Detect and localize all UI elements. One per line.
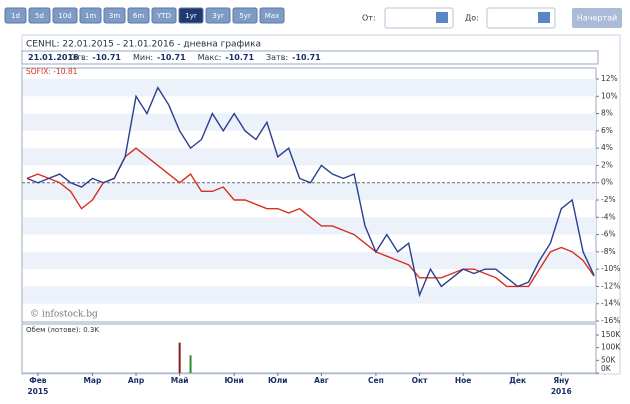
- period-button[interactable]: [127, 7, 150, 24]
- period-button-label[interactable]: 6m: [133, 12, 144, 20]
- x-tick-label: Май: [171, 376, 189, 385]
- x-tick-label: Яну 2016: [551, 376, 572, 396]
- draw-button[interactable]: [572, 8, 622, 28]
- period-button[interactable]: [232, 7, 258, 24]
- info-label: Отв:: [70, 53, 88, 62]
- period-button[interactable]: [151, 7, 177, 24]
- period-button[interactable]: [178, 7, 204, 24]
- info-value: -10.71: [292, 53, 321, 62]
- grid-band: [23, 182, 596, 200]
- draw-button-label[interactable]: Начертай: [577, 14, 617, 23]
- info-box: [21, 50, 599, 65]
- y-tick-label: -16%: [601, 316, 620, 325]
- period-button-label[interactable]: 1yr: [185, 12, 197, 20]
- y-tick-label: 150K: [601, 330, 621, 339]
- y-tick-label: 0%: [601, 178, 613, 187]
- volume-bar: [189, 355, 192, 373]
- volume-frame: [21, 323, 597, 374]
- grid-band: [23, 79, 596, 97]
- y-tick-label: 2%: [601, 160, 613, 169]
- y-tick-label: 6%: [601, 126, 613, 135]
- x-tick-label: Мар: [83, 376, 102, 385]
- x-tick-label: Сеп: [368, 376, 384, 385]
- x-tick-label: Дек: [509, 376, 526, 385]
- x-tick-label: Юли: [268, 376, 288, 385]
- y-tick-label: -2%: [601, 195, 616, 204]
- y-tick-label: 8%: [601, 109, 613, 118]
- x-tick-label: Фев 2015: [27, 376, 48, 396]
- y-tick-label: 50K: [601, 355, 617, 364]
- period-button[interactable]: [205, 7, 231, 24]
- volume-bar: [178, 342, 181, 373]
- period-button-label[interactable]: YTD: [156, 12, 171, 20]
- period-button-label[interactable]: 1m: [85, 12, 96, 20]
- x-tick-label: Авг: [314, 376, 329, 385]
- to-label: До:: [465, 14, 479, 23]
- y-tick-label: -10%: [601, 264, 620, 273]
- info-label: Мин:: [133, 53, 153, 62]
- from-label: От:: [362, 14, 376, 23]
- period-button-label[interactable]: 3yr: [212, 12, 224, 20]
- period-button-label[interactable]: 3m: [109, 12, 120, 20]
- period-button-label[interactable]: Max: [265, 12, 279, 20]
- y-tick-label: -12%: [601, 281, 620, 290]
- period-button-label[interactable]: 5yr: [239, 12, 251, 20]
- y-tick-label: 10%: [601, 91, 618, 100]
- y-tick-label: 100K: [601, 343, 621, 352]
- y-tick-label: -8%: [601, 247, 616, 256]
- period-button-label[interactable]: 10d: [58, 12, 71, 20]
- y-tick-label: 12%: [601, 74, 618, 83]
- info-value: -10.71: [157, 53, 186, 62]
- grid-band: [23, 251, 596, 270]
- grid-band: [23, 113, 596, 131]
- calendar-icon[interactable]: [538, 12, 550, 23]
- info-label: Макс:: [198, 53, 222, 62]
- period-button-label[interactable]: 5d: [35, 12, 44, 20]
- y-tick-label: 0K: [601, 364, 612, 373]
- y-tick-label: 4%: [601, 143, 613, 152]
- period-button[interactable]: [79, 7, 102, 24]
- x-tick-label: Окт: [412, 376, 428, 385]
- info-label: Затв:: [266, 53, 288, 62]
- info-value: -10.71: [225, 53, 254, 62]
- x-tick-label: Апр: [128, 376, 145, 385]
- period-button[interactable]: [4, 7, 27, 24]
- y-tick-label: -4%: [601, 212, 616, 221]
- chart-title: CENHL: 22.01.2015 - 21.01.2016 - дневна …: [26, 40, 261, 50]
- x-tick-label: Ное: [455, 376, 472, 385]
- price-line: [26, 86, 595, 298]
- period-button[interactable]: [259, 7, 285, 24]
- legend-entry: SOFIX: -10.81: [26, 67, 78, 76]
- grid-band: [23, 286, 596, 304]
- y-tick-label: -6%: [601, 230, 616, 239]
- watermark: © infostock.bg: [30, 310, 98, 320]
- info-value: -10.71: [92, 53, 121, 62]
- info-date: 21.01.2016: [28, 53, 79, 62]
- period-button[interactable]: [52, 7, 78, 24]
- x-tick-label: Юни: [225, 376, 244, 385]
- grid-band: [23, 148, 596, 166]
- volume-title: Обем (лотове): 0.3K: [26, 326, 99, 334]
- period-button[interactable]: [103, 7, 126, 24]
- period-button[interactable]: [28, 7, 51, 24]
- calendar-icon[interactable]: [436, 12, 448, 23]
- period-button-label[interactable]: 1d: [11, 12, 20, 20]
- grid-band: [23, 217, 596, 235]
- y-tick-label: -14%: [601, 299, 620, 308]
